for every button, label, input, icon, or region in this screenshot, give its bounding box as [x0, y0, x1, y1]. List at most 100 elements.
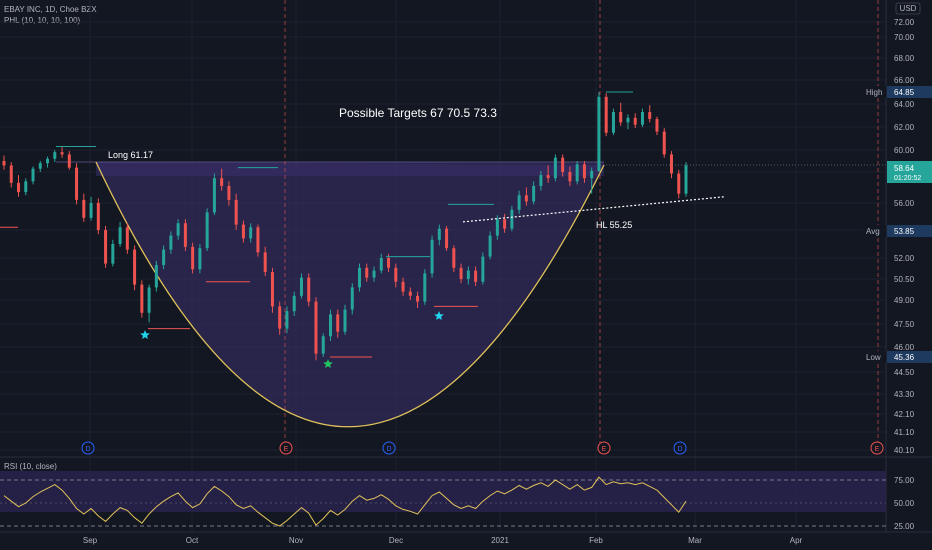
candle-body	[104, 230, 108, 264]
candle-body	[553, 157, 557, 179]
candle-body	[430, 239, 434, 274]
candle-body	[249, 227, 253, 239]
candle-body	[568, 172, 572, 182]
candle-body	[270, 272, 274, 307]
event-marker-label: D	[677, 446, 682, 453]
chart-legend: EBAY INC, 1D, Choe BZX PHL (10, 10, 10, …	[4, 4, 97, 26]
candle-body	[532, 185, 536, 202]
rsi-band	[0, 471, 886, 512]
candle-body	[408, 291, 412, 296]
price-tag-prefix-bg	[863, 225, 886, 237]
price-tick-label: 52.00	[894, 254, 915, 263]
event-marker-label: E	[284, 446, 289, 453]
indicator-label[interactable]: PHL (10, 10, 10, 100)	[4, 16, 81, 25]
candle-body	[256, 227, 260, 253]
candle-body	[299, 277, 303, 296]
candle-body	[539, 175, 543, 186]
price-tick-label: 47.50	[894, 320, 915, 329]
event-marker-circle[interactable]	[81, 441, 95, 455]
candle-body	[38, 163, 42, 169]
price-tick-label: 56.00	[894, 199, 915, 208]
candle-body	[387, 258, 391, 268]
event-marker-circle[interactable]	[597, 441, 611, 455]
candle-body	[626, 117, 630, 123]
candle-body	[503, 219, 507, 229]
candle-body	[343, 309, 347, 332]
price-tag-bg	[887, 86, 932, 98]
event-marker-circle[interactable]	[870, 441, 884, 455]
candle-body	[46, 158, 50, 164]
event-marker-circle[interactable]	[673, 441, 687, 455]
candle-body	[474, 270, 478, 282]
event-marker-label: E	[602, 446, 607, 453]
candle-body	[437, 228, 441, 240]
price-tag-value: 53.85	[894, 227, 915, 236]
symbol-title[interactable]: EBAY INC, 1D, Choe BZX	[4, 5, 97, 14]
candle-body	[648, 112, 652, 119]
candle-body	[365, 267, 369, 278]
candle-body	[423, 273, 427, 302]
candle-body	[604, 96, 608, 133]
time-tick-label: 2021	[491, 536, 509, 545]
candle-body	[684, 165, 688, 194]
event-marker-label: D	[386, 446, 391, 453]
cup-rim-band	[96, 162, 604, 176]
price-tag-prefix: Avg	[866, 227, 880, 236]
candle-body	[459, 267, 463, 279]
time-tick-label: Oct	[186, 536, 199, 545]
candle-body	[662, 131, 666, 155]
candle-body	[67, 154, 71, 168]
candle-body	[183, 223, 187, 247]
candle-body	[466, 270, 470, 279]
candle-body	[53, 152, 57, 159]
candle-body	[176, 223, 180, 236]
star-icon	[140, 330, 150, 339]
candle-body	[60, 152, 64, 155]
long-annotation: Long 61.17	[108, 150, 153, 160]
event-marker-circle[interactable]	[279, 441, 293, 455]
price-tick-label: 43.30	[894, 390, 915, 399]
candle-body	[445, 228, 449, 249]
candle-body	[285, 311, 289, 329]
candle-body	[191, 246, 195, 270]
event-marker-circle[interactable]	[382, 441, 396, 455]
time-tick-label: Nov	[289, 536, 303, 545]
star-icon	[434, 311, 444, 320]
price-tag-bg	[887, 351, 932, 363]
candle-body	[328, 314, 332, 337]
price-tick-label: 66.00	[894, 76, 915, 85]
candle-body	[111, 244, 115, 264]
event-marker-label: E	[875, 446, 880, 453]
rsi-tick-label: 25.00	[894, 522, 915, 531]
price-tag-prefix: High	[866, 88, 882, 97]
candle-body	[154, 265, 158, 288]
candle-body	[546, 175, 550, 179]
candle-body	[575, 164, 579, 182]
candle-body	[495, 219, 499, 236]
currency-label: USD	[900, 4, 917, 13]
price-tick-label: 72.00	[894, 18, 915, 27]
candle-body	[524, 195, 528, 202]
candle-body	[481, 256, 485, 282]
price-tick-label: 42.10	[894, 410, 915, 419]
time-tick-label: Feb	[589, 536, 603, 545]
price-tag-value: 64.85	[894, 88, 915, 97]
rsi-tick-label: 75.00	[894, 476, 915, 485]
price-tick-label: 50.50	[894, 275, 915, 284]
candle-body	[17, 182, 21, 193]
event-marker-label: D	[85, 446, 90, 453]
time-tick-label: Dec	[389, 536, 403, 545]
candle-body	[669, 154, 673, 174]
time-tick-label: Mar	[688, 536, 702, 545]
rsi-tick-label: 50.00	[894, 499, 915, 508]
hl-annotation: HL 55.25	[596, 220, 632, 230]
price-tag-value: 45.36	[894, 353, 915, 362]
rsi-label: RSI (10, close)	[4, 462, 57, 471]
targets-annotation: Possible Targets 67 70.5 73.3	[339, 106, 497, 120]
candle-body	[75, 167, 79, 200]
candle-body	[597, 96, 601, 171]
candle-body	[227, 185, 231, 200]
candle-body	[336, 314, 340, 332]
candle-body	[82, 199, 86, 218]
